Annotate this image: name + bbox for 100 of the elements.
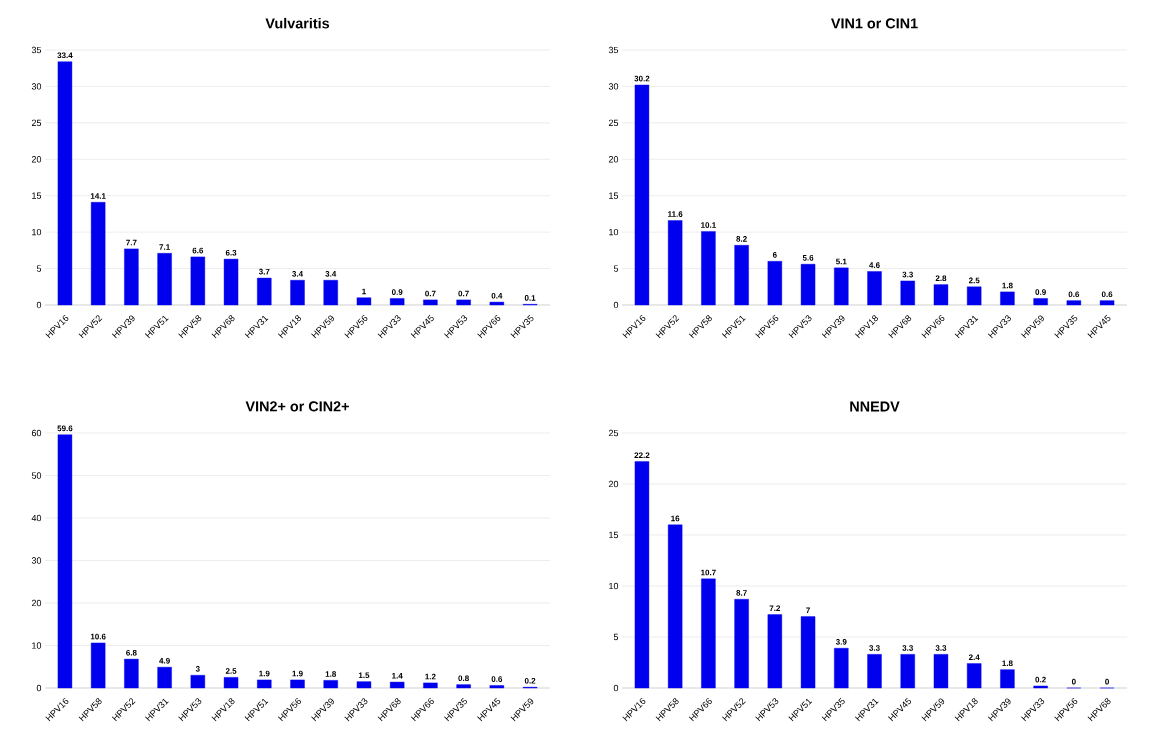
bar — [323, 680, 338, 689]
y-tick-label: 20 — [31, 599, 42, 607]
data-label: 0.6 — [1068, 291, 1080, 298]
data-label: 5.1 — [835, 258, 847, 265]
bar — [1000, 669, 1015, 689]
chart-title: VIN2+ or CIN2+ — [245, 401, 349, 412]
bar — [900, 654, 915, 689]
bar — [701, 578, 716, 689]
y-tick-label: 30 — [608, 83, 619, 90]
y-tick-label: 25 — [608, 429, 619, 437]
y-tick-label: 5 — [36, 265, 42, 272]
data-label: 2.5 — [968, 277, 980, 284]
data-label: 3.7 — [258, 268, 270, 275]
data-label: 4.9 — [159, 657, 170, 664]
y-tick-label: 0 — [613, 301, 619, 309]
bar — [667, 220, 683, 306]
bar — [223, 677, 239, 689]
bar — [356, 681, 372, 689]
y-tick-label: 30 — [31, 557, 42, 564]
data-label: 0.7 — [425, 290, 436, 297]
data-label: 11.6 — [668, 211, 683, 217]
bar — [356, 297, 372, 306]
bar — [57, 61, 73, 306]
data-label: 1.9 — [259, 670, 270, 677]
data-label: 10.1 — [701, 222, 716, 228]
data-label: 8.7 — [736, 590, 747, 596]
data-label: 0 — [1071, 678, 1076, 685]
data-label: 1.8 — [325, 671, 337, 677]
y-tick-label: 10 — [32, 228, 42, 236]
bar — [767, 261, 783, 306]
data-label: 3.4 — [325, 271, 337, 277]
bar — [900, 280, 915, 306]
bar — [423, 299, 438, 306]
data-label: 6 — [772, 252, 777, 258]
bar — [966, 286, 982, 306]
data-label: 0.4 — [491, 292, 503, 299]
y-tick-label: 15 — [609, 531, 619, 539]
bar — [323, 280, 338, 306]
y-tick-label: 25 — [608, 119, 619, 127]
data-label: 1.9 — [292, 670, 303, 677]
data-label: 14.1 — [90, 193, 106, 199]
data-label: 2.5 — [225, 668, 237, 674]
y-tick-label: 20 — [31, 156, 42, 163]
data-label: 1.8 — [1002, 660, 1013, 667]
y-tick-label: 10 — [609, 228, 619, 236]
data-label: 6.3 — [225, 249, 237, 256]
y-tick-label: 15 — [609, 192, 619, 199]
data-label: 33.4 — [57, 52, 73, 59]
data-label: 0.7 — [458, 290, 469, 297]
data-label: 0.9 — [391, 289, 403, 295]
data-label: 3.9 — [835, 639, 847, 645]
y-tick-label: 40 — [31, 514, 42, 522]
bar — [634, 84, 650, 306]
data-label: 8.2 — [736, 236, 747, 242]
bar — [867, 271, 882, 306]
data-label: 22.2 — [634, 452, 650, 459]
bar — [800, 616, 816, 689]
bar — [90, 202, 106, 306]
bar — [124, 658, 139, 689]
data-label: 0.1 — [524, 295, 536, 301]
data-label: 0.9 — [1035, 289, 1046, 295]
bar — [223, 258, 239, 306]
data-label: 30.2 — [634, 75, 650, 82]
bar — [800, 263, 816, 306]
y-tick-label: 30 — [31, 83, 42, 90]
data-label: 5.6 — [802, 255, 814, 261]
y-tick-label: 20 — [608, 480, 619, 488]
data-label: 3.3 — [869, 645, 880, 651]
data-label: 0.6 — [491, 676, 503, 682]
bar — [933, 654, 949, 689]
data-label: 3.3 — [902, 645, 913, 651]
bar — [456, 684, 471, 689]
bar — [290, 280, 305, 306]
data-label: 2.4 — [968, 654, 980, 660]
y-tick-label: 5 — [613, 633, 619, 641]
data-label: 7 — [806, 607, 810, 614]
chart-title: NNEDV — [850, 401, 900, 412]
bar — [57, 434, 73, 689]
bar — [157, 666, 172, 689]
bar — [834, 648, 849, 689]
data-label: 7.1 — [159, 244, 170, 250]
bar — [867, 654, 882, 689]
data-label: 3.3 — [935, 645, 947, 651]
bar — [290, 679, 305, 689]
data-label: 16 — [671, 515, 680, 522]
bar — [767, 614, 783, 689]
bar — [667, 524, 683, 689]
bar — [124, 248, 139, 306]
data-label: 0 — [1105, 678, 1109, 685]
y-tick-label: 50 — [31, 472, 42, 479]
bar — [389, 298, 405, 306]
bar — [190, 675, 206, 689]
data-label: 59.6 — [57, 425, 73, 432]
bar — [456, 299, 471, 306]
y-tick-label: 20 — [608, 156, 619, 163]
bar — [701, 231, 716, 306]
data-label: 6.8 — [126, 649, 137, 656]
data-label: 4.6 — [869, 262, 880, 268]
data-label: 0.2 — [1035, 676, 1046, 683]
bar — [257, 679, 272, 689]
